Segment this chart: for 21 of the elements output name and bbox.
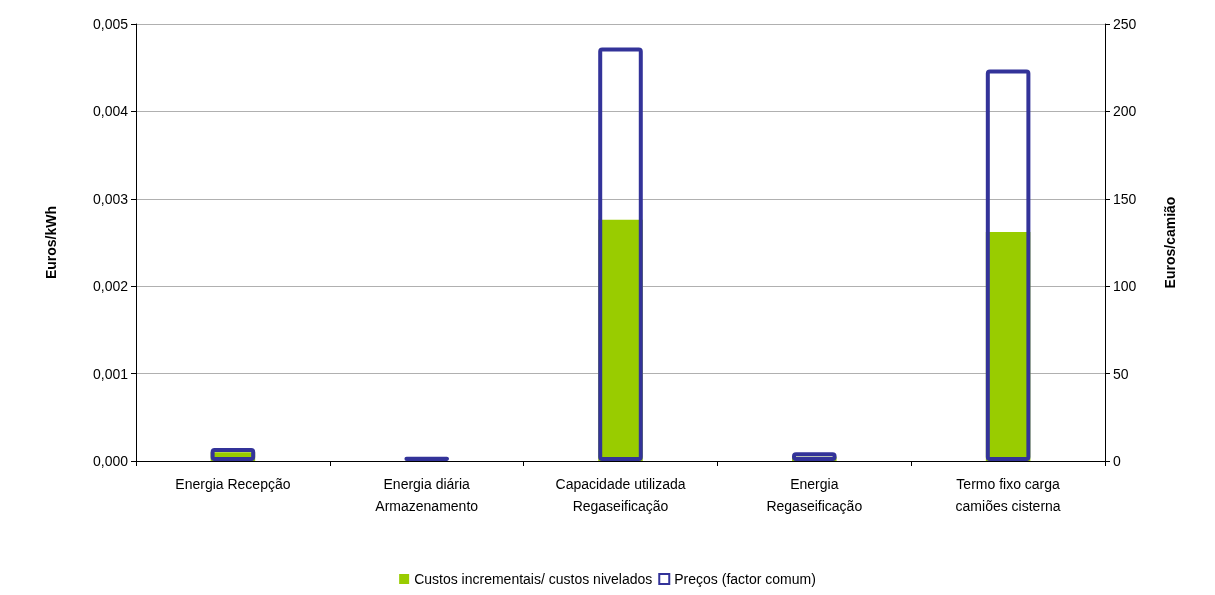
y-axis-title: Euros/kWh bbox=[43, 205, 59, 280]
x-tick-label: Energia Recepção bbox=[175, 476, 291, 492]
y2-tick-label: 50 bbox=[1113, 365, 1129, 382]
y-tick-label: 0,005 bbox=[92, 16, 129, 32]
x-tick-label: Energia diária Armazenamento bbox=[375, 476, 479, 514]
legend-label: Custos incrementais/ custos nivelados bbox=[414, 571, 653, 587]
y2-tick-label: 150 bbox=[1113, 190, 1137, 207]
y-tick-label: 0,000 bbox=[92, 453, 129, 469]
y-tick-label: 0,001 bbox=[92, 365, 129, 382]
y2-tick-label: 200 bbox=[1113, 103, 1137, 120]
x-tick-label: Energia Regaseificação bbox=[766, 476, 863, 514]
x-tick-label: Capacidade utilizada Regaseificação bbox=[555, 476, 686, 514]
legend-label: Preços (factor comum) bbox=[674, 571, 816, 587]
y2-axis-title: Euros/camião bbox=[1162, 196, 1178, 289]
y2-tick-label: 100 bbox=[1113, 278, 1137, 295]
x-tick-label: Termo fixo carga camiões cisterna bbox=[955, 476, 1061, 514]
y2-tick-label: 250 bbox=[1113, 16, 1137, 32]
y-tick-label: 0,003 bbox=[92, 190, 129, 207]
y2-tick-label: 0 bbox=[1113, 453, 1121, 469]
y-tick-label: 0,002 bbox=[92, 278, 129, 295]
y-tick-label: 0,004 bbox=[92, 103, 129, 120]
